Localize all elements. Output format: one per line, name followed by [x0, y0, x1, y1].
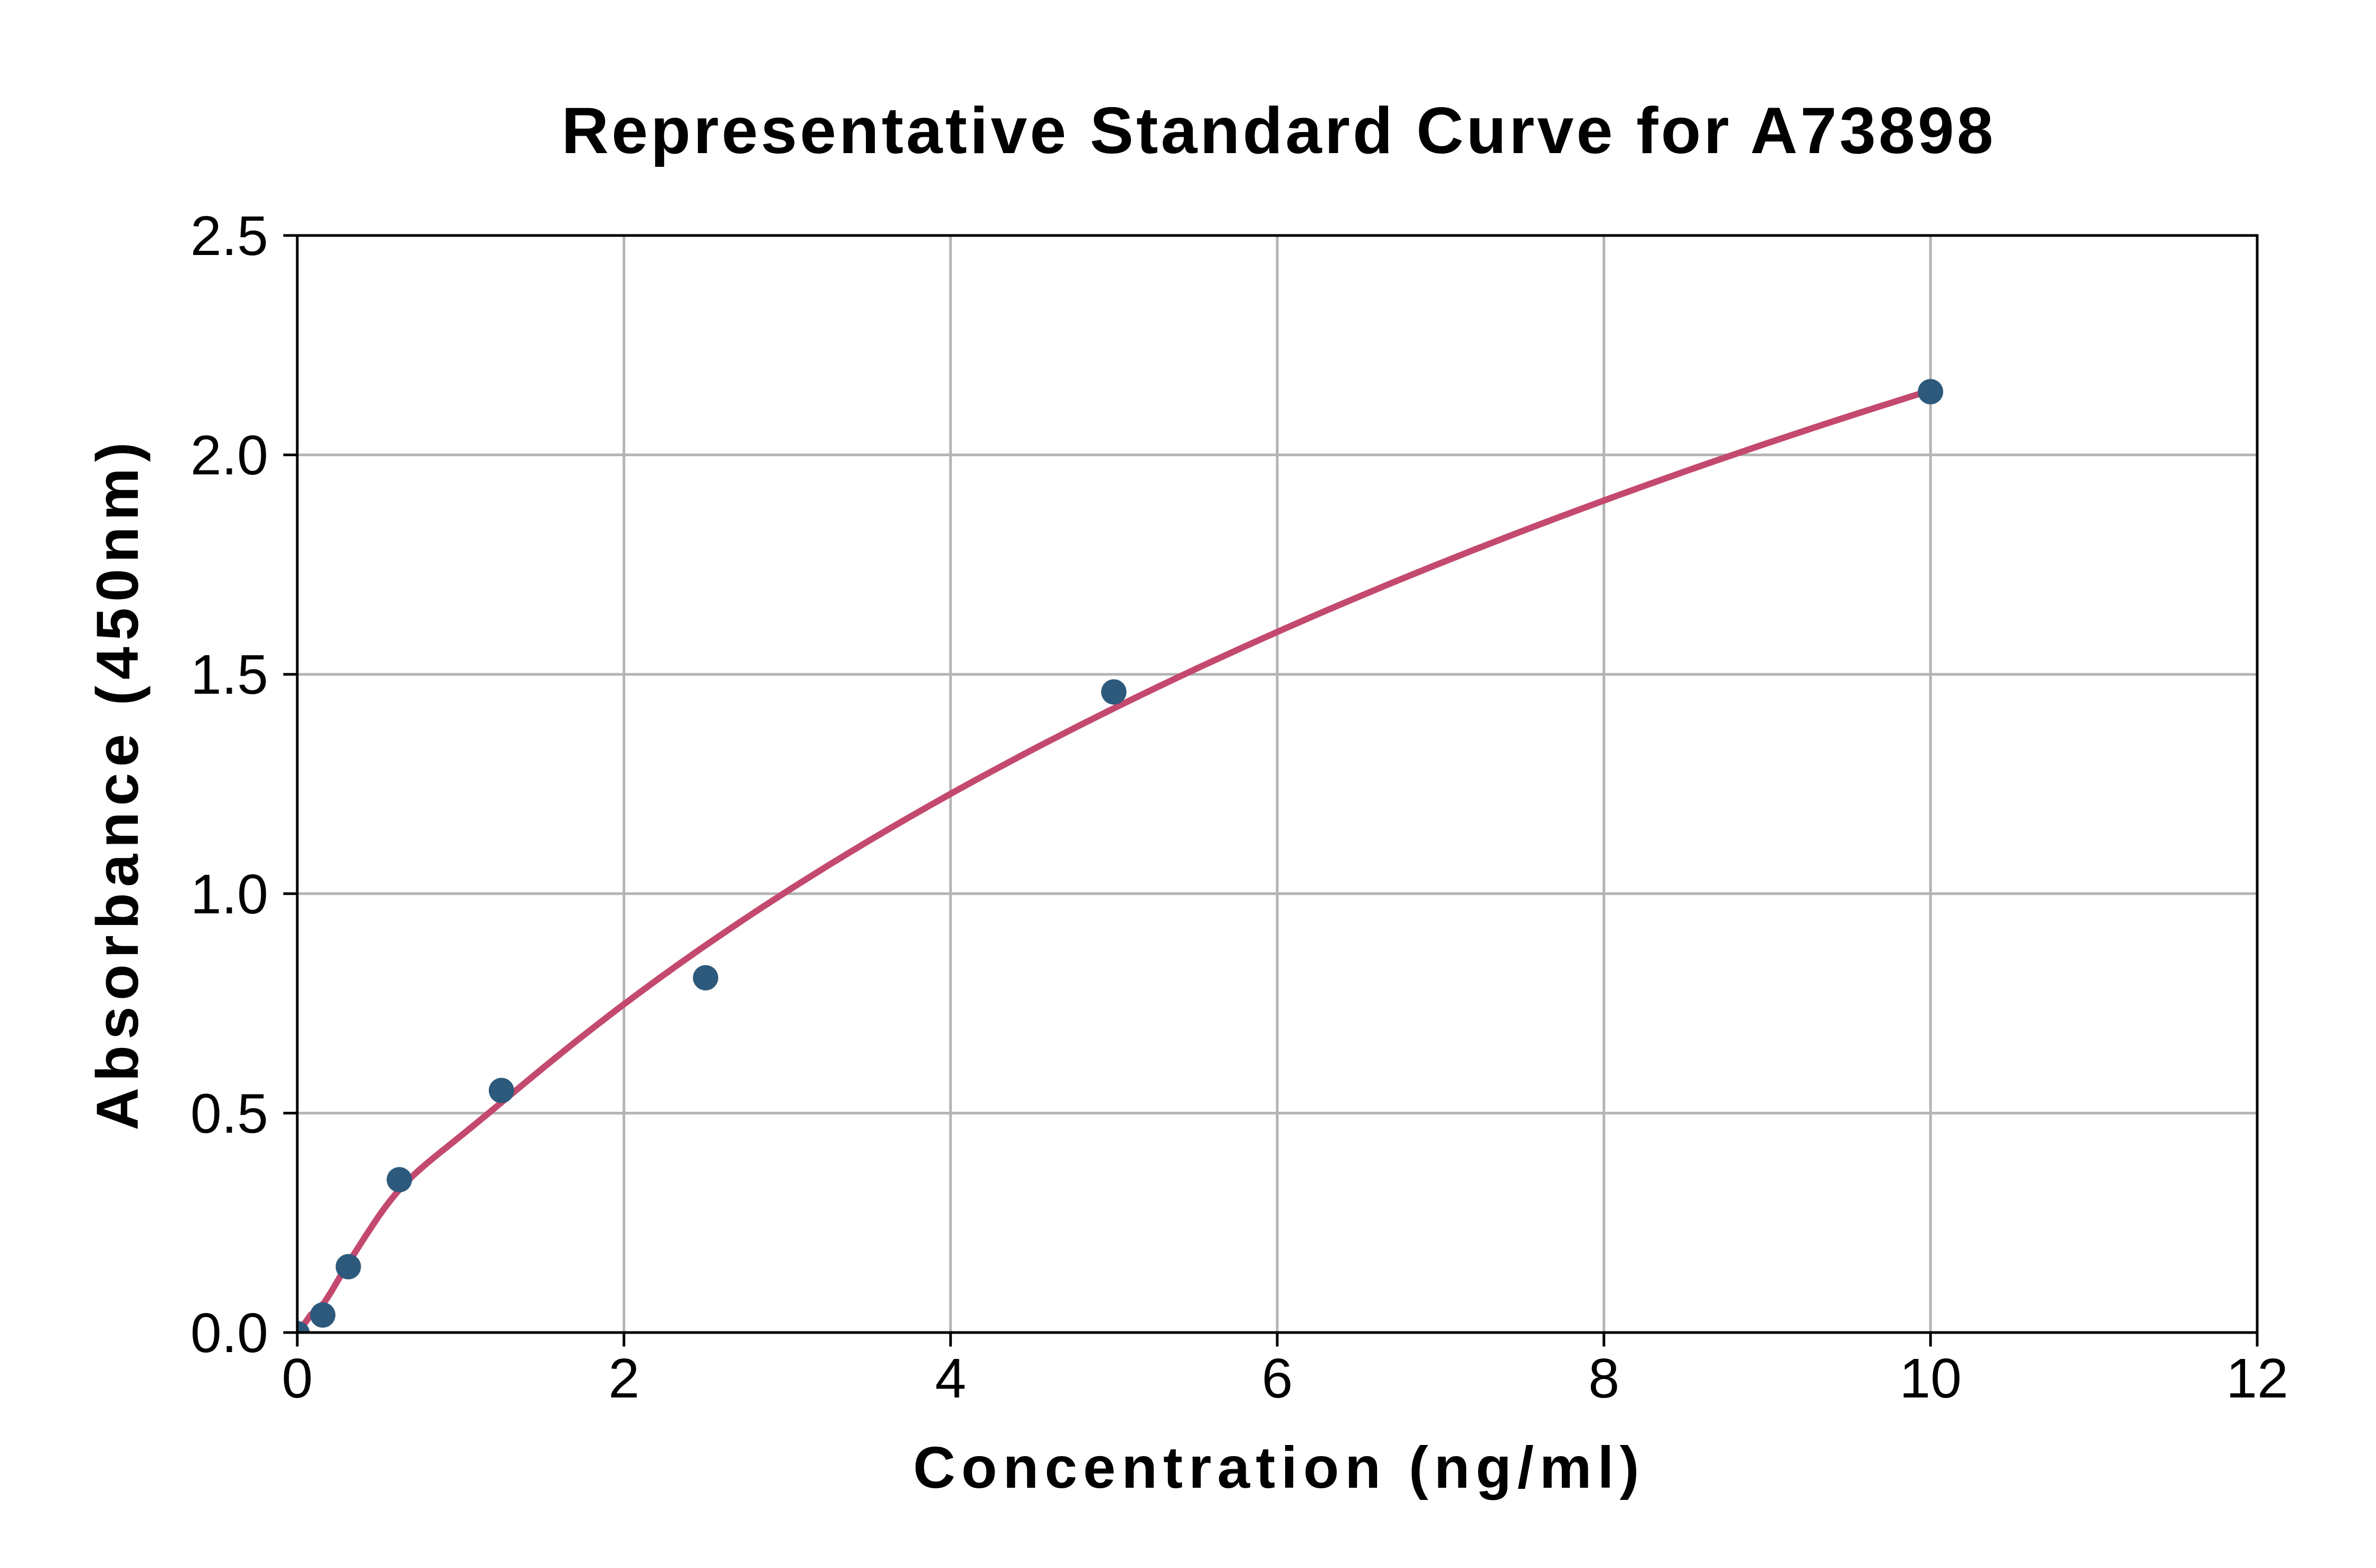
svg-text:2: 2	[608, 1347, 639, 1410]
svg-text:Concentration (ng/ml): Concentration (ng/ml)	[913, 1435, 1645, 1500]
svg-text:0.0: 0.0	[191, 1302, 268, 1364]
svg-text:Representative Standard Curve: Representative Standard Curve for A73898	[561, 95, 1996, 167]
svg-text:12: 12	[2226, 1347, 2288, 1410]
svg-text:0: 0	[282, 1347, 313, 1410]
svg-text:6: 6	[1262, 1347, 1293, 1410]
svg-text:2.0: 2.0	[191, 424, 268, 487]
svg-text:10: 10	[1899, 1347, 1962, 1410]
svg-text:1.0: 1.0	[191, 863, 268, 925]
svg-text:Absorbance (450nm): Absorbance (450nm)	[84, 436, 150, 1130]
svg-text:2.5: 2.5	[191, 205, 268, 267]
svg-text:8: 8	[1588, 1347, 1619, 1410]
svg-text:1.5: 1.5	[191, 644, 268, 706]
svg-text:4: 4	[935, 1347, 966, 1410]
svg-text:0.5: 0.5	[191, 1082, 268, 1145]
